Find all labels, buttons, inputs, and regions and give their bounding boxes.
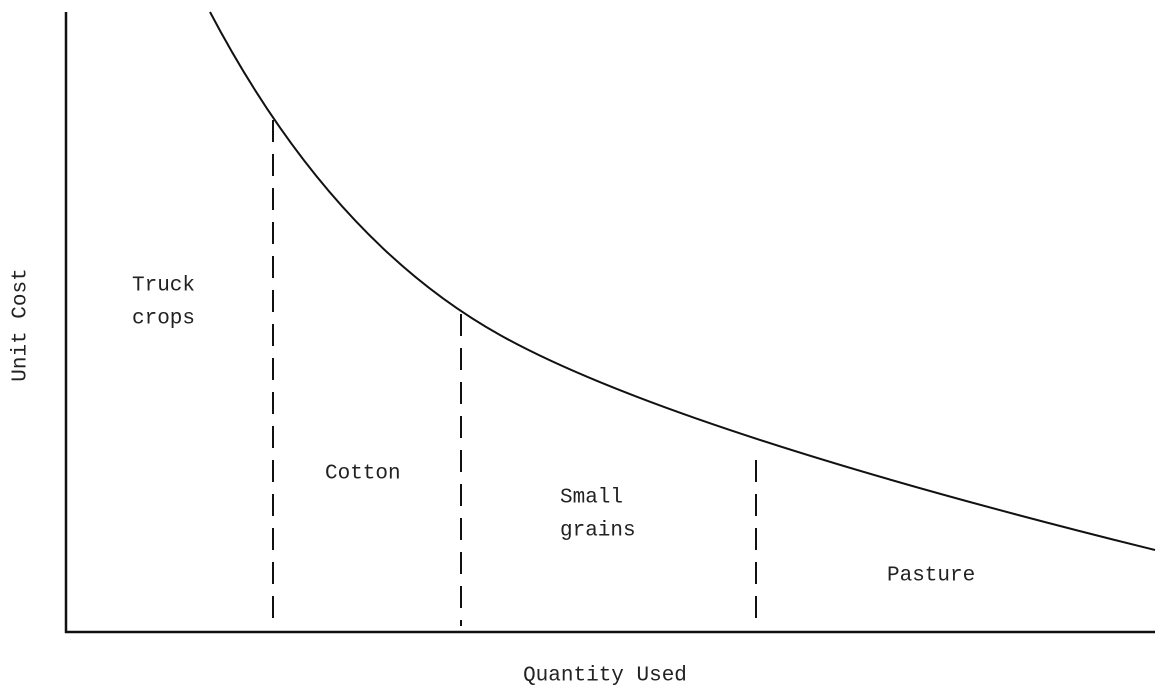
- region-label: Small: [560, 487, 623, 510]
- x-axis-label: Quantity Used: [523, 665, 687, 688]
- cost-curve: [209, 11, 1156, 551]
- region-label: Pasture: [887, 565, 975, 588]
- region-label: grains: [560, 520, 636, 543]
- region-label: crops: [132, 308, 195, 331]
- region-label: Truck: [132, 275, 195, 298]
- region-label: Cotton: [325, 463, 401, 486]
- y-axis-label: Unit Cost: [10, 268, 33, 381]
